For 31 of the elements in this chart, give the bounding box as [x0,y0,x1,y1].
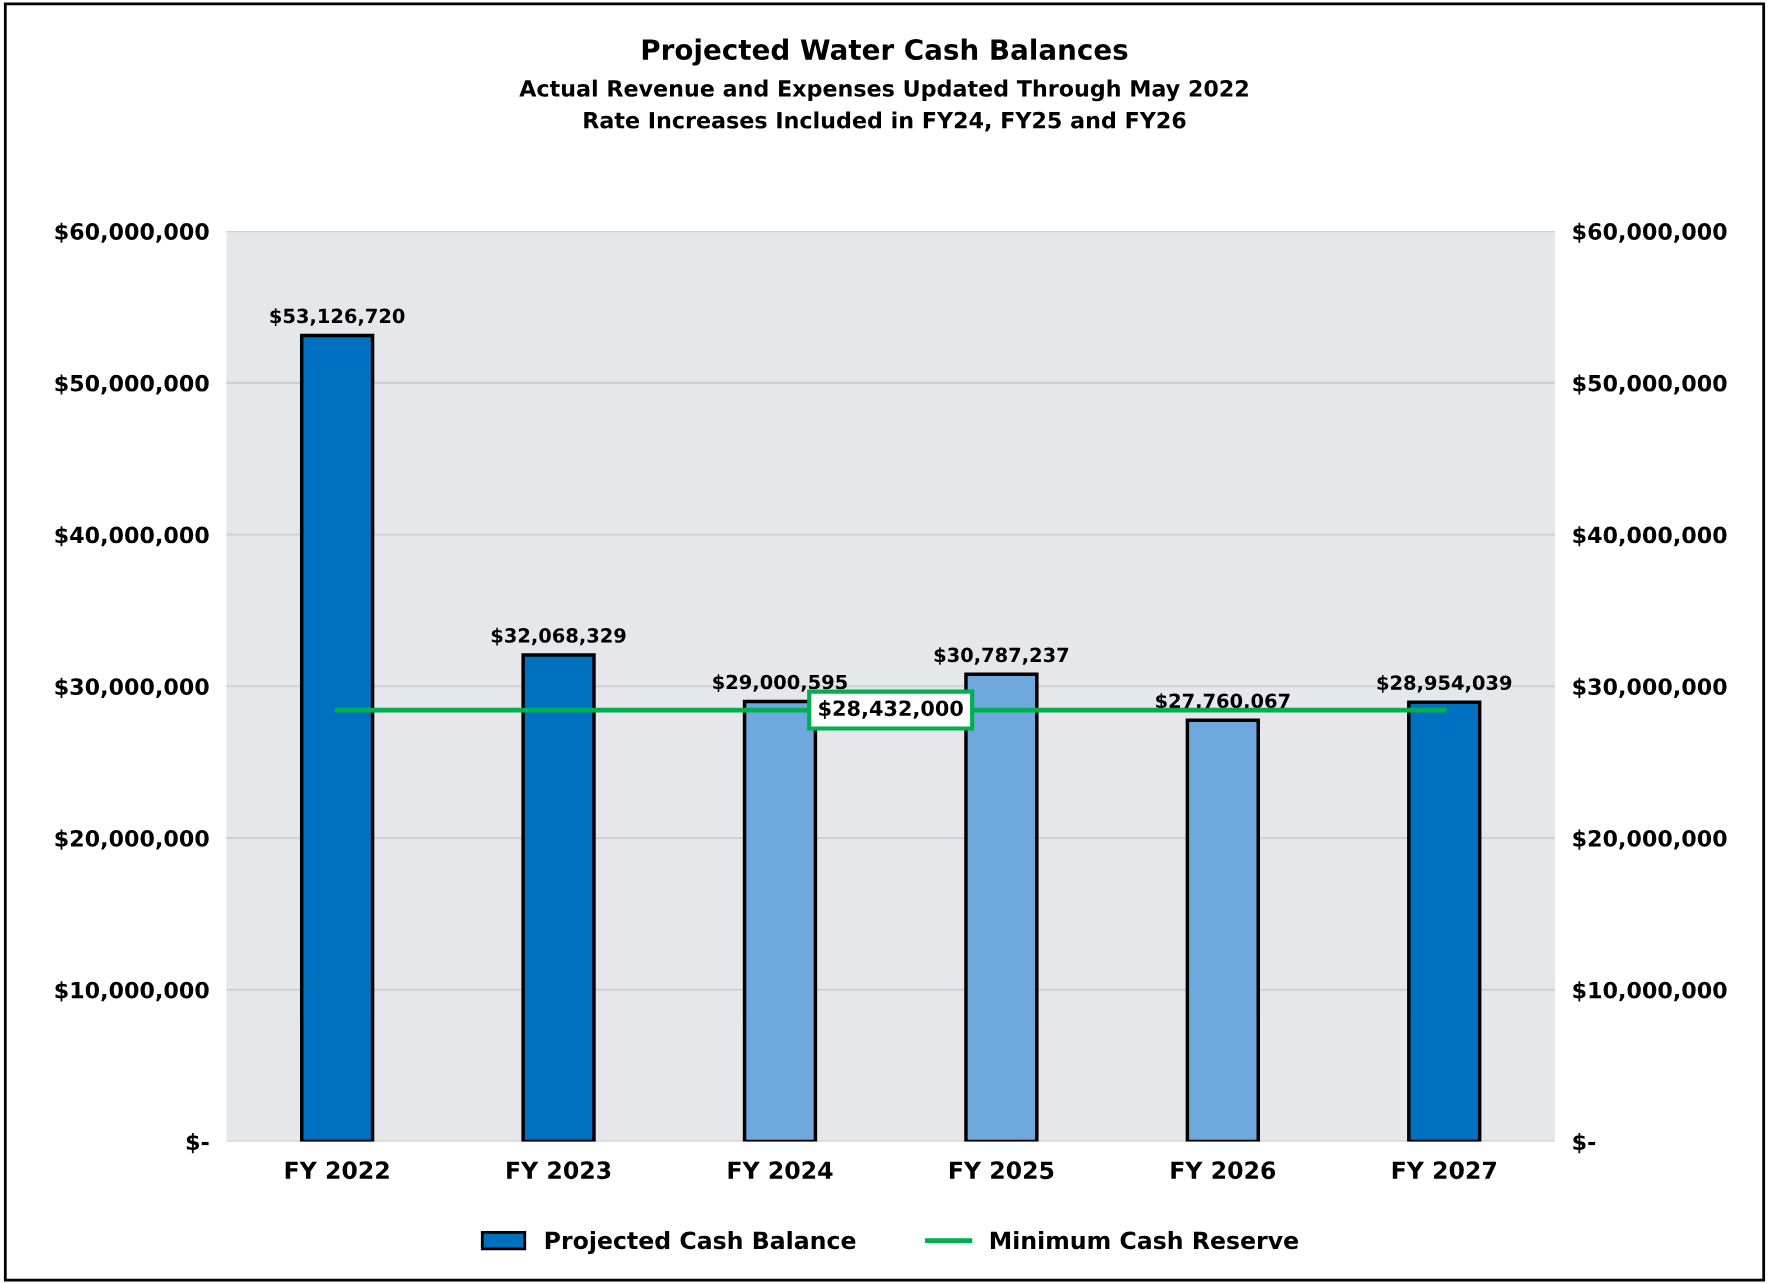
y2-tick-label: $40,000,000 [1573,526,1727,547]
data-label: $27,760,067 [1156,693,1290,711]
data-label: $32,068,329 [491,627,626,646]
legend-label: Minimum Cash Reserve [990,1231,1298,1250]
x-tick-label: FY 2026 [1171,1161,1276,1180]
data-label: $29,000,595 [713,674,847,692]
y-tick-label: $20,000,000 [55,829,209,850]
y2-tick-label: $60,000,000 [1573,222,1727,243]
x-tick-label: FY 2027 [1392,1161,1496,1180]
y2-tick-label: $50,000,000 [1573,374,1727,395]
y-tick-label: $60,000,000 [55,222,209,243]
y2-tick-label: $- [1573,1133,1596,1154]
x-tick-label: FY 2025 [949,1161,1054,1180]
y-tick-label: $40,000,000 [55,526,209,547]
x-tick-label: FY 2024 [728,1161,833,1180]
y2-tick-label: $10,000,000 [1573,981,1727,1002]
y-tick-label: $50,000,000 [55,374,209,395]
y-tick-label: $10,000,000 [55,981,209,1002]
legend-label: Projected Cash Balance [545,1231,856,1255]
y-tick-label: $- [186,1133,209,1154]
y2-tick-label: $30,000,000 [1573,677,1727,699]
annotation: $28,432,000 [819,700,963,719]
x-tick-label: FY 2023 [507,1161,611,1180]
y2-tick-label: $20,000,000 [1573,829,1727,850]
data-label: $30,787,237 [934,647,1069,665]
y-tick-label: $30,000,000 [55,677,209,699]
data-label: $53,126,720 [270,308,405,326]
data-label: $28,954,039 [1377,675,1512,693]
x-tick-label: FY 2022 [285,1161,389,1180]
chart-subtitle: Actual Revenue and Expenses Updated Through May 2022 Rate Increases Included in FY24, FY25 and FY26 [519,79,1248,132]
chart-title: Projected Water Cash Balances [642,38,1128,66]
